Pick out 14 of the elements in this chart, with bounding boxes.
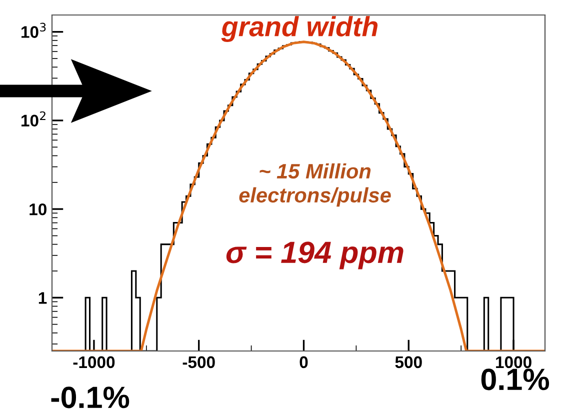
x-tick-label: 500	[395, 356, 422, 368]
y-tick-label: 10$^{3}$	[22, 22, 46, 38]
x-tick-label: 0	[300, 356, 308, 368]
chart-title: grand width	[221, 16, 378, 42]
y-tick-label: 10	[30, 203, 46, 216]
annotation: ~ 15 Million electrons/pulse	[239, 163, 391, 207]
annotation: σ = 194 ppm	[226, 242, 404, 270]
x-tick-label: -500	[182, 356, 215, 368]
text: 0.1%	[481, 368, 550, 390]
y-tick-label: 1	[38, 292, 47, 304]
x-tick-label: 1000	[496, 356, 532, 368]
text: -0.1%	[51, 386, 130, 408]
x-tick-label: -1000	[73, 356, 115, 368]
y-tick-label: 10$^{2}$	[22, 111, 46, 127]
